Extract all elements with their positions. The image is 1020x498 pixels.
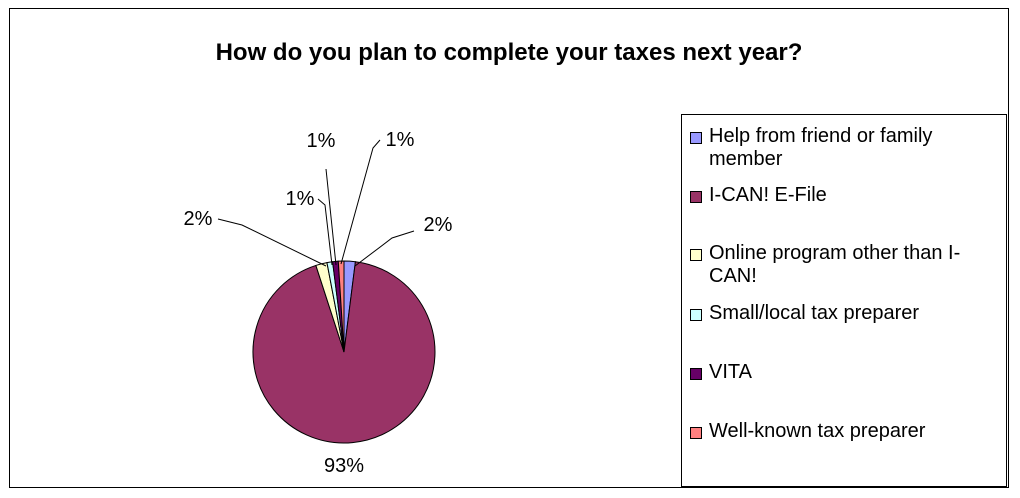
data-label: 2% bbox=[184, 208, 213, 230]
data-label: 93% bbox=[324, 455, 364, 477]
data-label: 1% bbox=[307, 130, 336, 152]
data-label: 2% bbox=[424, 214, 453, 236]
legend-swatch bbox=[690, 309, 702, 321]
legend-label: Online program other than I-CAN! bbox=[709, 242, 961, 287]
leader-line bbox=[325, 168, 337, 266]
legend-swatch bbox=[690, 191, 702, 203]
chart-title: How do you plan to complete your taxes n… bbox=[215, 39, 803, 66]
leader-line bbox=[340, 139, 381, 265]
legend-label: VITA bbox=[709, 361, 752, 383]
legend-swatch bbox=[690, 368, 702, 380]
legend-swatch bbox=[690, 427, 702, 439]
legend-label: Small/local tax preparer bbox=[709, 302, 920, 324]
leader-line bbox=[217, 218, 327, 267]
legend-swatch bbox=[690, 249, 702, 261]
legend-label: I-CAN! E-File bbox=[709, 184, 827, 206]
pie-slice bbox=[252, 261, 436, 444]
data-label: 1% bbox=[286, 188, 315, 210]
leader-line bbox=[354, 230, 415, 267]
pie-chart: 2% 93% 2% 1% 1% 1% bbox=[184, 129, 453, 477]
legend: Help from friend or family member I-CAN! … bbox=[681, 114, 1007, 487]
legend-label: Help from friend or family member bbox=[709, 125, 933, 170]
pie-slice bbox=[337, 260, 345, 353]
data-label: 1% bbox=[386, 129, 415, 151]
legend-swatch bbox=[690, 132, 702, 144]
leader-line bbox=[317, 198, 333, 266]
chart-area: How do you plan to complete your taxes n… bbox=[9, 8, 1009, 488]
legend-label: Well-known tax preparer bbox=[709, 420, 926, 442]
